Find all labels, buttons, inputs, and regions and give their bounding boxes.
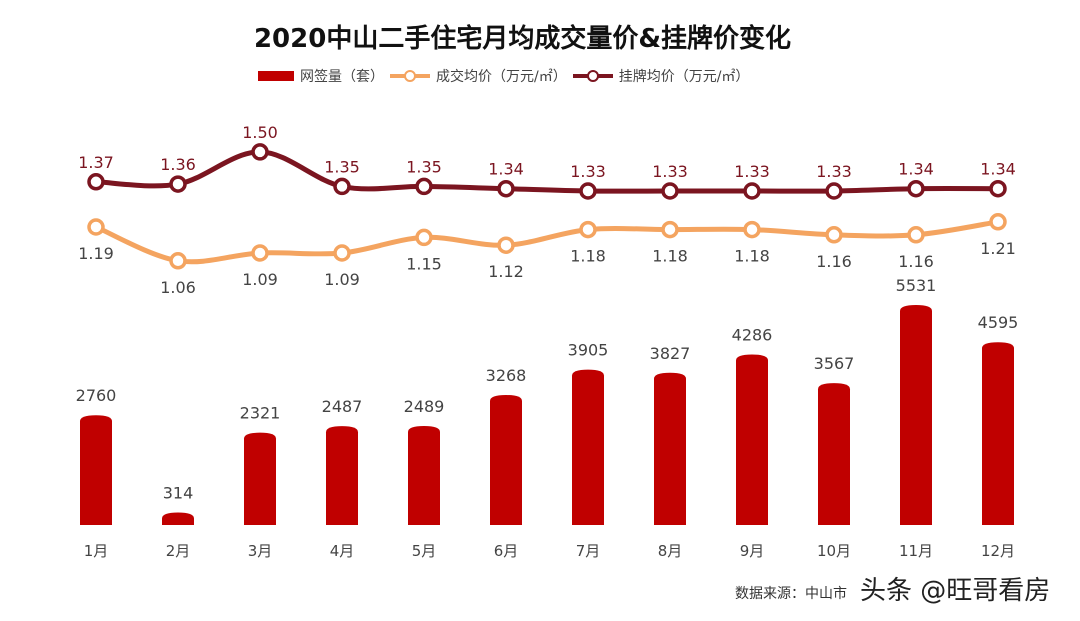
listing-price-point — [579, 182, 597, 200]
bar — [736, 354, 768, 525]
deal-price-point — [87, 218, 105, 236]
bar — [982, 342, 1014, 525]
listing-price-point — [497, 179, 515, 198]
listing-price-value-label: 1.35 — [324, 157, 360, 176]
x-tick-label: 11月 — [899, 542, 933, 560]
bar-value-label: 2487 — [322, 397, 363, 416]
x-tick-label: 9月 — [740, 542, 765, 560]
deal-price-value-label: 1.21 — [980, 239, 1016, 258]
bar-value-label: 3567 — [814, 354, 855, 373]
deal-price-point — [497, 236, 515, 254]
deal-price-value-label: 1.16 — [816, 252, 852, 271]
bar — [244, 432, 276, 525]
legend-label-volume: 网签量（套） — [300, 69, 384, 85]
deal-price-point — [989, 213, 1007, 231]
listing-price-value-label: 1.33 — [816, 162, 852, 181]
source-note: 数据来源：中山市 — [735, 586, 847, 602]
listing-price-point — [825, 182, 843, 200]
listing-price-value-label: 1.34 — [898, 160, 934, 179]
deal-price-value-label: 1.18 — [570, 247, 606, 266]
listing-price-value-label: 1.33 — [734, 162, 770, 181]
listing-price-value-label: 1.36 — [160, 155, 196, 174]
x-tick-label: 5月 — [412, 542, 437, 560]
listing-price-value-label: 1.35 — [406, 157, 442, 176]
legend-swatch-listing — [572, 70, 613, 82]
deal-price-value-label: 1.18 — [734, 247, 770, 266]
listing-price-point — [989, 179, 1007, 198]
listing-price-value-label: 1.33 — [570, 162, 606, 181]
deal-price-value-label: 1.12 — [488, 262, 524, 281]
listing-price-line — [95, 149, 999, 194]
deal-price-value-label: 1.09 — [324, 270, 360, 289]
bar-value-label: 5531 — [896, 276, 937, 295]
bar — [326, 426, 358, 525]
deal-price-line — [95, 219, 999, 265]
deal-price-point — [415, 228, 433, 247]
deal-price-value-label: 1.19 — [78, 244, 114, 263]
bar — [80, 415, 112, 525]
deal-price-point — [825, 226, 843, 244]
listing-price-point — [907, 179, 925, 198]
x-tick-label: 3月 — [248, 542, 273, 560]
bar — [818, 383, 850, 525]
legend-swatch-bar — [258, 71, 294, 81]
legend-label-listing: 挂牌均价（万元/㎡） — [618, 69, 750, 85]
bar-value-label: 3827 — [650, 344, 691, 363]
bar-value-label: 3905 — [568, 341, 609, 360]
bar-value-label: 2760 — [76, 386, 117, 405]
chart-title: 2020中山二手住宅月均成交量价&挂牌价变化 — [253, 24, 792, 54]
listing-price-point — [415, 177, 433, 196]
bar — [900, 305, 932, 525]
bar-value-label: 3268 — [486, 366, 527, 385]
x-tick-label: 10月 — [817, 542, 851, 560]
deal-price-point — [743, 220, 761, 239]
legend-label-deal: 成交均价（万元/㎡） — [436, 69, 567, 85]
bar — [654, 372, 686, 525]
listing-price-value-label: 1.33 — [652, 162, 688, 181]
listing-price-value-label: 1.34 — [488, 160, 524, 179]
deal-price-value-label: 1.16 — [898, 252, 934, 271]
bar-value-label: 4595 — [978, 313, 1019, 332]
bar-value-label: 2321 — [240, 404, 281, 423]
listing-price-point — [333, 177, 351, 196]
watermark: 头条 @旺哥看房 — [860, 576, 1051, 606]
listing-price-value-label: 1.37 — [78, 153, 114, 172]
x-tick-label: 4月 — [330, 542, 355, 560]
bar — [572, 369, 604, 525]
deal-price-point — [661, 220, 679, 239]
listing-price-value-label: 1.50 — [242, 123, 278, 142]
deal-price-value-label: 1.09 — [242, 270, 278, 289]
x-tick-label: 12月 — [981, 542, 1015, 560]
bar — [408, 425, 440, 525]
listing-price-value-label: 1.34 — [980, 160, 1016, 179]
deal-price-point — [579, 220, 597, 239]
deal-price-value-label: 1.15 — [406, 254, 442, 273]
bar — [490, 395, 522, 525]
bar-value-label: 4286 — [732, 326, 773, 345]
listing-price-point — [743, 182, 761, 200]
deal-price-point — [333, 244, 351, 262]
listing-price-point — [251, 143, 269, 161]
listing-price-point — [169, 175, 187, 193]
legend: 网签量（套） 成交均价（万元/㎡） 挂牌均价（万元/㎡） — [258, 66, 749, 86]
x-tick-label: 1月 — [84, 542, 109, 560]
bar-value-label: 2489 — [404, 397, 445, 416]
deal-price-point — [907, 226, 925, 244]
deal-price-value-label: 1.06 — [160, 278, 196, 297]
listing-price-point — [87, 173, 105, 191]
x-tick-label: 7月 — [576, 542, 601, 560]
deal-price-value-label: 1.18 — [652, 247, 688, 266]
x-tick-label: 8月 — [658, 542, 683, 560]
deal-price-point — [169, 252, 187, 270]
deal-price-point — [251, 244, 269, 262]
bar-value-label: 314 — [163, 484, 194, 503]
bar — [162, 512, 194, 525]
x-tick-label: 6月 — [494, 542, 519, 560]
x-tick-label: 2月 — [166, 542, 191, 560]
legend-swatch-deal — [390, 70, 430, 82]
listing-price-point — [661, 182, 679, 200]
